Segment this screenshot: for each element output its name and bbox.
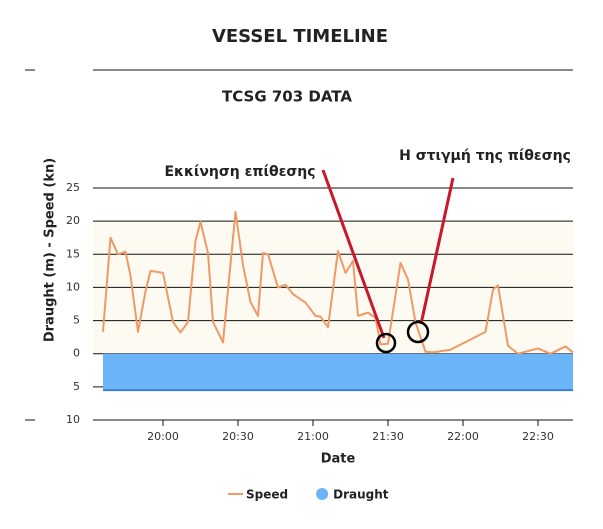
annotation-circle: [406, 320, 430, 344]
x-tick-label: 22:30: [522, 430, 554, 443]
annotation-arrow: [419, 177, 455, 325]
legend-label: Draught: [333, 488, 389, 502]
plot-area: [93, 187, 574, 426]
legend: Speed Draught: [228, 488, 389, 502]
y-tick-label: 5: [73, 314, 80, 327]
x-tick-label: 21:30: [372, 430, 404, 443]
y-tick-label: 25: [66, 181, 80, 194]
y-axis-title: Draught (m) - Speed (kn): [43, 158, 58, 342]
y-tick-label: 15: [66, 247, 80, 260]
legend-symbol: [316, 488, 329, 500]
chart-title: VESSEL TIMELINE: [212, 26, 388, 47]
y-tick-label: 20: [66, 214, 80, 227]
annotation-circle: [375, 332, 397, 354]
y-tick-label: 10: [66, 413, 80, 426]
y-tick-label: 10: [66, 280, 80, 293]
x-axis-title: Date: [321, 452, 356, 467]
draught-area: [103, 353, 573, 391]
legend-label: Speed: [246, 488, 288, 502]
y-tick-label: 0: [73, 347, 80, 360]
annotation: Η στιγμή της πίθεσης: [399, 148, 571, 164]
annotation: Εκκίνηση επίθεσης: [164, 164, 315, 180]
chart-subtitle: TCSG 703 DATA: [222, 88, 352, 106]
x-tick-label: 21:00: [297, 430, 329, 443]
x-tick-label: 20:30: [222, 430, 254, 443]
x-tick-label: 20:00: [147, 430, 179, 443]
x-tick-label: 22:00: [447, 430, 479, 443]
speed-line: [102, 210, 574, 355]
annotation-arrow: [321, 169, 386, 339]
y-tick-label: 5: [73, 380, 80, 393]
